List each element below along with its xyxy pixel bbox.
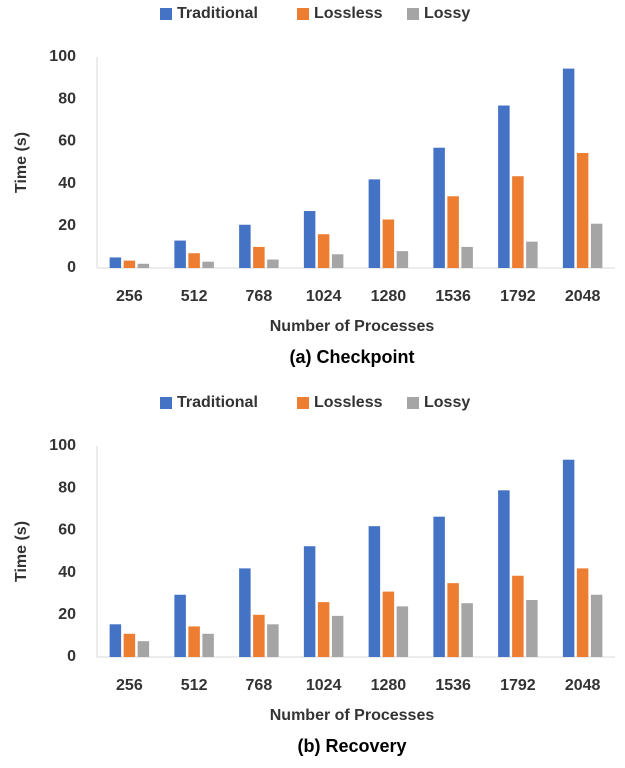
y-axis-title: Time (s)	[13, 132, 30, 193]
y-tick-label: 0	[67, 259, 76, 276]
bar	[109, 624, 122, 657]
y-tick-label: 100	[49, 437, 76, 454]
caption: (a) Checkpoint	[289, 347, 414, 367]
bar	[526, 600, 538, 657]
bar	[433, 147, 445, 268]
bar	[174, 240, 186, 268]
legend-swatch	[160, 8, 172, 20]
bar	[109, 257, 122, 268]
bar	[368, 179, 381, 268]
y-tick-label: 60	[58, 133, 76, 150]
legend-swatch	[407, 397, 419, 409]
x-tick-label: 2048	[565, 288, 601, 305]
bar	[303, 546, 316, 657]
x-tick-label: 2048	[565, 677, 601, 694]
bar	[562, 68, 575, 268]
bar	[590, 594, 603, 657]
bar	[447, 583, 459, 657]
x-tick-label: 768	[246, 677, 273, 694]
x-tick-label: 512	[181, 677, 208, 694]
legend-label: Lossless	[314, 5, 383, 22]
bar	[267, 259, 279, 268]
bar	[331, 254, 344, 268]
x-tick-label: 768	[246, 288, 273, 305]
bar	[174, 594, 186, 657]
x-tick-label: 1280	[371, 677, 407, 694]
x-tick-label: 1024	[306, 288, 342, 305]
y-tick-label: 80	[58, 90, 76, 107]
x-tick-label: 256	[116, 288, 143, 305]
x-tick-label: 512	[181, 288, 208, 305]
bar	[433, 516, 445, 657]
legend-swatch	[297, 397, 309, 409]
legend-label: Lossy	[424, 394, 470, 411]
x-tick-label: 1536	[435, 288, 471, 305]
bar	[562, 459, 575, 657]
bar	[188, 626, 200, 657]
bar	[382, 591, 395, 657]
bar	[188, 253, 200, 268]
x-axis-title: Number of Processes	[270, 318, 435, 335]
bar	[303, 211, 316, 268]
bar	[498, 105, 510, 268]
y-tick-label: 20	[58, 217, 76, 234]
legend-label: Traditional	[177, 394, 258, 411]
bar	[267, 624, 279, 657]
bar	[123, 260, 136, 268]
bar	[137, 263, 150, 268]
bar	[317, 234, 330, 268]
y-tick-label: 0	[67, 648, 76, 665]
y-axis-title: Time (s)	[13, 521, 30, 582]
bar	[576, 568, 589, 657]
bar	[239, 568, 251, 657]
bar	[576, 153, 589, 268]
bar	[202, 633, 214, 657]
y-tick-label: 80	[58, 479, 76, 496]
bar	[331, 615, 344, 657]
legend-swatch	[407, 8, 419, 20]
x-axis-title: Number of Processes	[270, 707, 435, 724]
y-tick-label: 40	[58, 175, 76, 192]
bar	[512, 176, 524, 268]
y-tick-label: 60	[58, 522, 76, 539]
legend-swatch	[160, 397, 172, 409]
x-tick-label: 1792	[500, 677, 536, 694]
y-tick-label: 40	[58, 564, 76, 581]
bar	[239, 224, 251, 268]
bar	[396, 251, 409, 268]
bar	[137, 641, 150, 657]
bar	[512, 575, 524, 657]
bar	[368, 526, 381, 657]
x-tick-label: 1792	[500, 288, 536, 305]
legend-label: Traditional	[177, 5, 258, 22]
bar	[253, 614, 265, 657]
bar	[447, 196, 459, 268]
bar	[498, 490, 510, 657]
bar	[317, 602, 330, 657]
x-tick-label: 256	[116, 677, 143, 694]
legend-swatch	[297, 8, 309, 20]
legend-label: Lossy	[424, 5, 470, 22]
legend-label: Lossless	[314, 394, 383, 411]
bar	[123, 633, 136, 657]
bar	[396, 606, 409, 657]
bar	[382, 219, 395, 268]
bar	[590, 223, 603, 268]
x-tick-label: 1280	[371, 288, 407, 305]
caption: (b) Recovery	[297, 736, 406, 756]
x-tick-label: 1536	[435, 677, 471, 694]
bar	[253, 246, 265, 268]
bar	[202, 261, 214, 268]
bar	[461, 246, 473, 268]
y-tick-label: 20	[58, 606, 76, 623]
x-tick-label: 1024	[306, 677, 342, 694]
bar	[526, 241, 538, 268]
y-tick-label: 100	[49, 48, 76, 65]
bar	[461, 603, 473, 657]
